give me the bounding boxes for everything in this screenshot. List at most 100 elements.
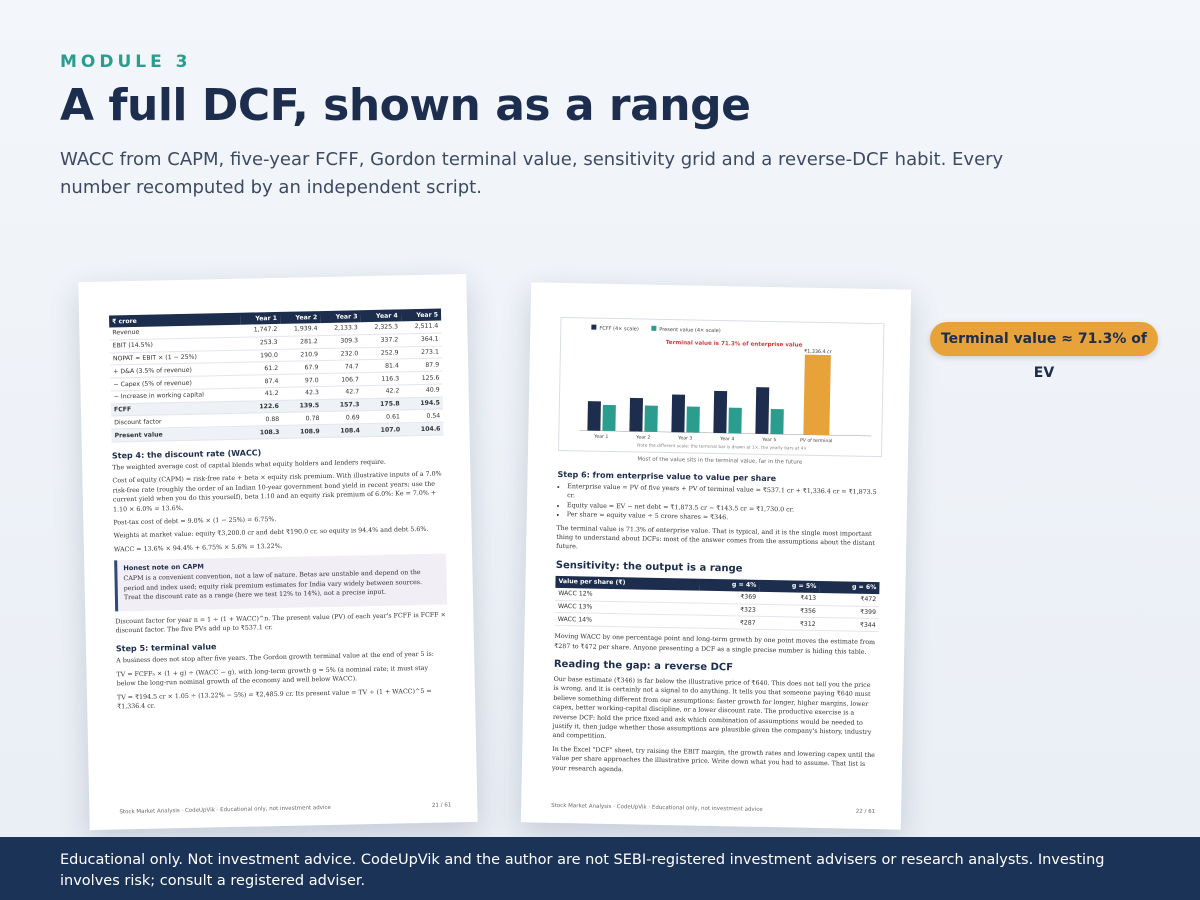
chart-svg: FCFF (4× scale) Present value (4× scale) T…	[579, 324, 872, 452]
table-header-cell: Year 5	[400, 308, 442, 322]
table-cell: ₹312	[758, 616, 819, 631]
legend-label-fcff: FCFF (4× scale)	[599, 326, 639, 333]
bar-fcff	[671, 394, 686, 433]
table-cell: 190.0	[240, 348, 281, 363]
table-cell: 67.9	[280, 360, 322, 375]
x-tick-label: Year 3	[677, 435, 692, 441]
table-cell: 108.9	[282, 424, 323, 439]
table-cell: 41.2	[241, 387, 282, 401]
table-cell: 1,939.4	[280, 323, 321, 337]
capm-note-box: Honest note on CAPM CAPM is a convenient…	[114, 553, 448, 611]
table-cell: 194.5	[402, 396, 444, 411]
x-tick-label: Year 2	[635, 434, 650, 440]
terminal-value-badge: Terminal value ≈ 71.3% of EV	[930, 322, 1158, 381]
table-cell: 122.6	[241, 400, 283, 414]
tv-formula-text: TV = FCFF₅ × (1 + g) ÷ (WACC − g), with …	[116, 664, 429, 688]
table-cell: 364.1	[401, 332, 442, 347]
table-cell: 281.2	[280, 335, 321, 349]
bar-fcff	[755, 387, 770, 434]
module-eyebrow: MODULE 3	[60, 52, 192, 72]
bar-pv	[602, 404, 616, 432]
table-cell: 125.6	[401, 371, 443, 385]
table-cell: ₹323	[698, 602, 760, 617]
table-cell: 40.9	[402, 383, 443, 398]
x-tick-label: Year 1	[593, 434, 608, 440]
table-cell: ₹344	[818, 617, 879, 632]
page-footer-left: Stock Market Analysis · CodeUpVik · Educ…	[551, 802, 763, 813]
tv-calc-text: TV = ₹194.5 cr × 1.05 ÷ (13.22% − 5%) = …	[116, 687, 432, 711]
table-cell: 42.2	[362, 384, 403, 399]
table-cell: 87.9	[401, 358, 443, 372]
sensitivity-heading: Sensitivity: the output is a range	[555, 559, 743, 575]
table-cell: 309.3	[320, 334, 362, 349]
table-cell: Present value	[111, 426, 243, 442]
table-cell: ₹356	[758, 603, 820, 618]
table-cell: 42.7	[321, 385, 363, 400]
table-cell: 210.9	[280, 348, 322, 362]
discount-factor-text: Discount factor for year n = 1 ÷ (1 + WA…	[115, 610, 446, 635]
wacc-text: WACC = 13.6% × 94.4% + 6.75% × 5.6% = 13…	[113, 542, 283, 554]
x-tick-label: PV of terminal	[800, 438, 833, 445]
page-title: A full DCF, shown as a range	[60, 80, 751, 131]
table-cell: 81.4	[361, 359, 402, 373]
table-cell: 0.88	[241, 412, 283, 427]
data-label-terminal: ₹1,336.4 cr	[804, 349, 832, 356]
bar-fcff	[629, 397, 644, 432]
table-cell: 42.3	[281, 386, 323, 401]
table-cell: 0.69	[322, 411, 363, 425]
table-cell: 116.3	[361, 371, 403, 386]
table-cell: ₹472	[819, 592, 880, 607]
table-cell: 2,133.3	[320, 322, 361, 336]
table-cell: 253.3	[240, 336, 281, 350]
table-cell: 2,325.3	[360, 321, 402, 335]
bar-pv	[770, 408, 784, 435]
table-cell: ₹399	[818, 605, 880, 620]
table-cell: 232.0	[320, 347, 362, 361]
table-cell: 139.5	[281, 399, 323, 413]
table-cell: 108.3	[242, 425, 283, 440]
page-number: 21 / 61	[431, 802, 452, 809]
table-cell: 106.7	[321, 372, 363, 387]
bar-pv	[728, 407, 742, 434]
table-cell: 61.2	[240, 361, 282, 376]
table-header-cell: Year 2	[279, 311, 321, 324]
table-cell: 108.4	[322, 423, 364, 438]
sensitivity-text: Moving WACC by one percentage point and …	[554, 633, 876, 656]
tv-share-text: The terminal value is 71.3% of enterpris…	[556, 524, 875, 551]
table-cell: ₹413	[759, 591, 820, 606]
page-subtitle: WACC from CAPM, five-year FCFF, Gordon t…	[60, 149, 1004, 198]
sensitivity-table: Value per share (₹) g = 4% g = 5% g = 6% WA…	[554, 575, 880, 633]
document-page-left: ₹ crore Year 1 Year 2 Year 3 Year 4 Year 5 Re…	[78, 273, 478, 831]
legend-swatch-pv	[651, 325, 657, 331]
capm-note-text: CAPM is a convenient convention, not a l…	[123, 569, 423, 602]
table-header-cell: g = 6%	[819, 580, 880, 594]
legend-swatch-fcff	[591, 324, 597, 330]
table-cell: 252.9	[361, 346, 402, 361]
x-tick-label: Year 4	[719, 436, 734, 442]
table-cell: ₹287	[698, 615, 759, 630]
reverse-dcf-text: Our base estimate (₹346) is far below th…	[552, 675, 872, 741]
bar-pv	[644, 405, 658, 432]
table-cell: 0.78	[282, 412, 323, 426]
table-header-cell: Year 4	[360, 309, 401, 323]
table-cell: 104.6	[403, 422, 444, 436]
page-footer-left: Stock Market Analysis · CodeUpVik · Educ…	[119, 804, 331, 816]
table-header-cell: Year 3	[320, 310, 361, 324]
table-cell: 157.3	[322, 398, 363, 413]
page-number: 22 / 61	[855, 808, 876, 816]
table-cell: 0.54	[402, 409, 444, 424]
excel-exercise-text: In the Excel "DCF" sheet, try raising th…	[551, 745, 875, 773]
table-cell: 273.1	[401, 345, 442, 360]
reverse-dcf-heading: Reading the gap: a reverse DCF	[553, 658, 734, 674]
document-page-right: FCFF (4× scale) Present value (4× scale) T…	[520, 282, 912, 830]
table-cell: 74.7	[321, 360, 362, 374]
fcff-table: ₹ crore Year 1 Year 2 Year 3 Year 4 Year 5 Re…	[109, 308, 444, 443]
table-cell: 1,747.2	[239, 323, 281, 338]
table-cell: WACC 14%	[554, 612, 699, 629]
chart-title: Terminal value is 71.3% of enterprise va…	[666, 340, 803, 349]
disclaimer-bar: Educational only. Not investment advice.…	[0, 837, 1200, 900]
table-header-cell: Year 1	[239, 311, 281, 325]
chart-note: Note the different scale: the terminal b…	[637, 442, 807, 451]
legend-label-pv: Present value (4× scale)	[659, 327, 720, 334]
table-cell: 0.61	[362, 410, 404, 424]
